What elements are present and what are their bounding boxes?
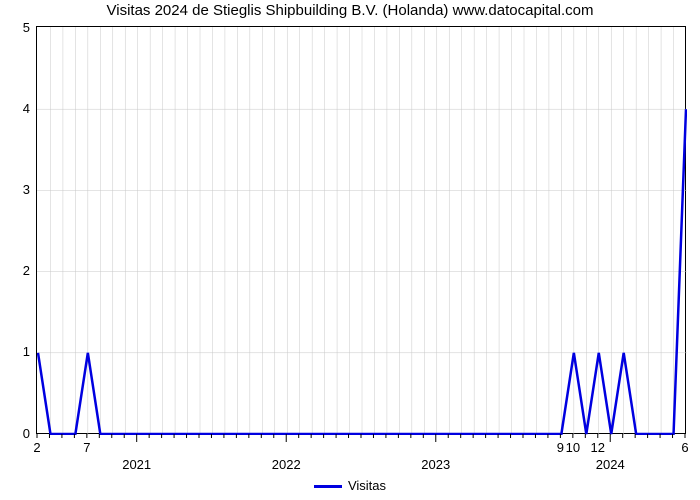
x-tick-major-label: 2023 bbox=[421, 457, 450, 472]
legend-label: Visitas bbox=[348, 478, 386, 493]
x-tick-minor-label: 10 bbox=[566, 440, 580, 455]
y-tick-label: 3 bbox=[0, 182, 30, 197]
x-ticks bbox=[35, 434, 687, 443]
y-tick-label: 0 bbox=[0, 426, 30, 441]
y-tick-label: 5 bbox=[0, 20, 30, 35]
x-tick-major-label: 2024 bbox=[596, 457, 625, 472]
x-tick-major-label: 2021 bbox=[122, 457, 151, 472]
x-tick-minor-label: 12 bbox=[591, 440, 605, 455]
chart-title: Visitas 2024 de Stieglis Shipbuilding B.… bbox=[0, 2, 700, 19]
legend: Visitas bbox=[0, 478, 700, 493]
x-tick-major-label: 2022 bbox=[272, 457, 301, 472]
legend-swatch bbox=[314, 485, 342, 488]
x-tick-minor-label: 9 bbox=[557, 440, 564, 455]
plot-svg bbox=[37, 27, 687, 435]
y-tick-label: 4 bbox=[0, 101, 30, 116]
x-tick-minor-label: 6 bbox=[681, 440, 688, 455]
y-tick-label: 2 bbox=[0, 263, 30, 278]
x-tick-minor-label: 7 bbox=[83, 440, 90, 455]
plot-area bbox=[36, 26, 686, 434]
x-tick-minor-label: 2 bbox=[33, 440, 40, 455]
y-tick-label: 1 bbox=[0, 344, 30, 359]
